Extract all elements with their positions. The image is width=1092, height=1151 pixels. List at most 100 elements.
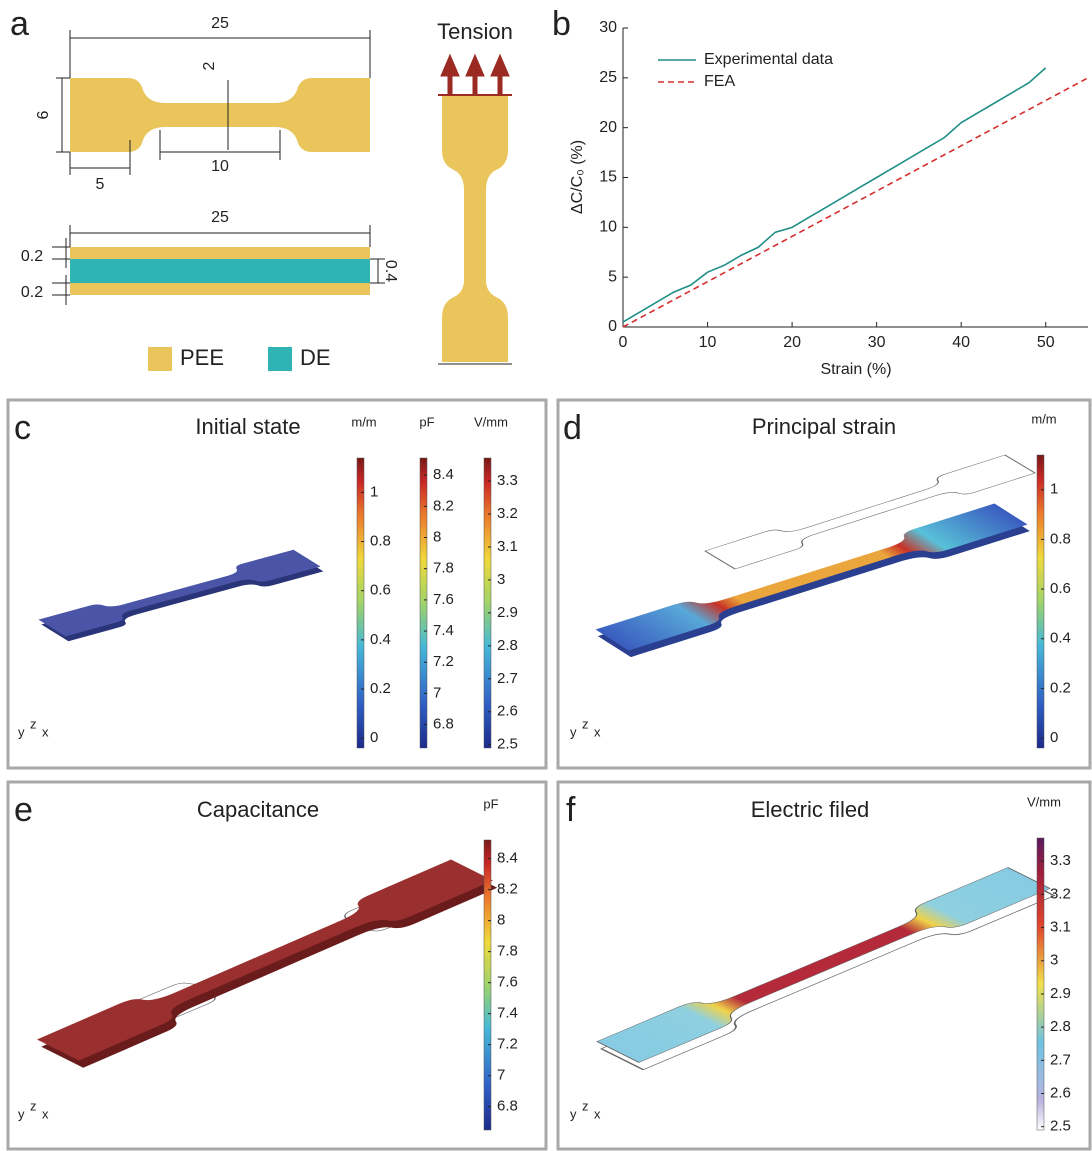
colorbar-tick-label: 2.9	[497, 604, 518, 621]
specimen-f	[592, 868, 1060, 1070]
colorbar-tick-label: 2.7	[1050, 1051, 1071, 1068]
x-tick-label: 30	[868, 334, 886, 351]
colorbar-tick-label: 7.6	[433, 591, 454, 608]
y-tick-label: 0	[608, 318, 617, 335]
colorbar-tick-label: 6.8	[433, 716, 454, 733]
colorbar-tick-label: 0.4	[370, 631, 391, 648]
axis-glyph: z	[582, 1098, 589, 1113]
colorbar-tick-label: 3	[1050, 952, 1058, 969]
colorbar-tick-label: 0.6	[1050, 580, 1071, 597]
legend-label: PEE	[180, 345, 224, 370]
axis-glyph: x	[594, 1106, 601, 1121]
colorbar-tick-label: 2.5	[1050, 1118, 1071, 1135]
colorbar-tick-label: 0.2	[1050, 679, 1071, 696]
colorbar	[484, 458, 491, 748]
colorbar	[357, 458, 364, 748]
colorbar-tick-label: 0.8	[370, 533, 391, 550]
colorbar-unit: pF	[419, 414, 434, 429]
y-tick-label: 30	[599, 19, 617, 36]
dimension-label: 5	[96, 176, 105, 193]
x-tick-label: 40	[952, 334, 970, 351]
panel-title: Electric filed	[751, 797, 870, 822]
x-tick-label: 50	[1037, 334, 1055, 351]
colorbar-tick-label: 2.8	[1050, 1018, 1071, 1035]
y-axis-label: ΔC/C₀ (%)	[569, 140, 586, 214]
colorbar-unit: V/mm	[474, 414, 508, 429]
x-tick-label: 10	[699, 334, 717, 351]
dimension-label: 0.2	[21, 248, 43, 265]
dimension-label: 2	[201, 61, 218, 70]
dimension-label: 6	[35, 110, 52, 119]
axis-glyph: x	[42, 724, 49, 739]
colorbar-tick-label: 0.4	[1050, 630, 1071, 647]
colorbar-tick-label: 1	[1050, 481, 1058, 498]
y-tick-label: 20	[599, 119, 617, 136]
axis-glyph: x	[594, 724, 601, 739]
x-tick-label: 20	[783, 334, 801, 351]
specimen-e	[31, 860, 502, 1068]
data-line	[623, 78, 1088, 327]
dimension-label: 25	[211, 209, 229, 226]
colorbar-tick-label: 8.2	[497, 881, 518, 898]
colorbar-tick-label: 7	[497, 1067, 505, 1084]
colorbar-unit: V/mm	[1027, 794, 1061, 809]
colorbar-unit: pF	[483, 796, 498, 811]
panel-frames	[8, 400, 1090, 1149]
colorbar-tick-label: 7.8	[433, 560, 454, 577]
colorbar	[420, 458, 427, 748]
colorbar-tick-label: 3.1	[497, 538, 518, 555]
colorbar-tick-label: 0.6	[370, 582, 391, 599]
dimension-label: 0.2	[21, 284, 43, 301]
panel-title: Capacitance	[197, 797, 319, 822]
specimen-c	[35, 550, 327, 642]
dimension-label: 25	[211, 15, 229, 32]
dimension-label: 0.4	[382, 260, 399, 282]
figure: a 25 2 6 10 5 25 0.2 0.4 0.2 Tension PEE…	[0, 0, 1092, 1151]
colorbar-tick-label: 0.2	[370, 680, 391, 697]
panel-label: f	[566, 791, 576, 829]
colorbar	[1037, 838, 1044, 1130]
y-tick-label: 10	[599, 219, 617, 236]
colorbar-tick-label: 2.6	[497, 703, 518, 720]
colorbar-tick-label: 8.2	[433, 497, 454, 514]
colorbar	[1037, 455, 1044, 748]
panel-label: e	[14, 791, 33, 829]
axis-glyph: y	[18, 1106, 25, 1121]
colorbar-tick-label: 8.4	[497, 850, 518, 867]
x-axis-label: Strain (%)	[820, 361, 891, 378]
colorbar-tick-label: 0.8	[1050, 530, 1071, 547]
colorbar-tick-label: 1	[370, 483, 378, 500]
axis-glyph: x	[42, 1106, 49, 1121]
panel-title: Principal strain	[752, 414, 896, 439]
colorbar-tick-label: 0	[1050, 729, 1058, 746]
legend-label: DE	[300, 345, 331, 370]
panel-label: d	[563, 409, 582, 447]
axis-glyph: y	[570, 1106, 577, 1121]
legend-label: Experimental data	[704, 51, 833, 68]
colorbar-tick-label: 8	[497, 912, 505, 929]
colorbar-tick-label: 3.2	[1050, 885, 1071, 902]
colorbar-tick-label: 3.3	[497, 472, 518, 489]
data-line	[623, 68, 1046, 322]
colorbar-tick-label: 3.2	[497, 505, 518, 522]
colorbar-tick-label: 7.2	[433, 653, 454, 670]
colorbar-tick-label: 8	[433, 528, 441, 545]
panel-title: Initial state	[195, 414, 300, 439]
colorbar-tick-label: 2.8	[497, 637, 518, 654]
dimension-label: 10	[211, 158, 229, 175]
colorbar-tick-label: 2.6	[1050, 1084, 1071, 1101]
colorbar-tick-label: 3.1	[1050, 919, 1071, 936]
colorbar-tick-label: 6.8	[497, 1098, 518, 1115]
axis-glyph: y	[570, 724, 577, 739]
colorbar	[484, 840, 491, 1130]
colorbar-tick-label: 2.5	[497, 736, 518, 753]
tension-label: Tension	[437, 19, 513, 44]
colorbar-tick-label: 7.2	[497, 1036, 518, 1053]
colorbar-tick-label: 3.3	[1050, 852, 1071, 869]
panel-label: b	[552, 5, 571, 43]
colorbar-tick-label: 7.6	[497, 974, 518, 991]
colorbar-tick-label: 7.4	[433, 622, 454, 639]
panel-label: a	[10, 5, 29, 43]
colorbar-unit: m/m	[1031, 411, 1056, 426]
dimension-lines	[52, 30, 512, 372]
